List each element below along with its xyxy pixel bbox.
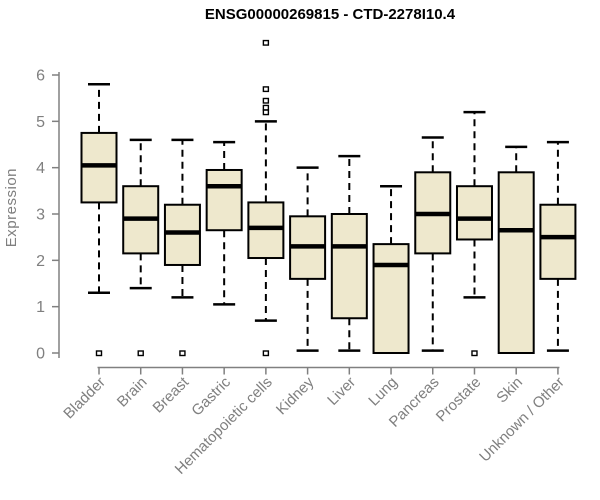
x-category-label: Bladder (60, 374, 109, 423)
y-tick-label: 3 (36, 207, 45, 224)
box-hematopoietic-cells (247, 201, 285, 260)
outlier-point (262, 350, 270, 357)
y-tick-label: 5 (36, 114, 45, 131)
x-category-label: Brain (114, 374, 151, 411)
x-category-label: Lung (365, 374, 401, 410)
box-unknown-other (539, 203, 577, 280)
y-tick-label: 4 (36, 160, 45, 177)
outlier-point (137, 350, 144, 357)
x-category-label: Prostate (433, 374, 485, 426)
x-category-label: Liver (324, 374, 359, 409)
box-skin (497, 171, 535, 354)
outlier-point (262, 104, 270, 111)
x-category-label: Skin (493, 374, 526, 407)
outlier-point (262, 39, 270, 46)
box-gastric (205, 168, 243, 232)
y-tick-label: 2 (36, 253, 45, 270)
outlier-point (262, 86, 270, 93)
box-bladder (80, 131, 118, 204)
outlier-point (179, 350, 186, 357)
y-tick-label: 1 (36, 299, 45, 316)
x-category-label: Kidney (273, 373, 318, 418)
box-breast (163, 203, 201, 266)
y-tick-label: 6 (36, 68, 45, 85)
outlier-point (262, 97, 270, 104)
chart-title: ENSG00000269815 - CTD-2278I10.4 (204, 6, 456, 23)
box-prostate (455, 185, 493, 241)
outlier-point (95, 350, 103, 357)
box-liver (330, 213, 368, 320)
outlier-point (471, 350, 478, 357)
x-category-label: Breast (150, 373, 193, 416)
outlier-point (262, 109, 270, 116)
y-tick-label: 0 (36, 346, 45, 363)
box-lung (372, 243, 410, 354)
